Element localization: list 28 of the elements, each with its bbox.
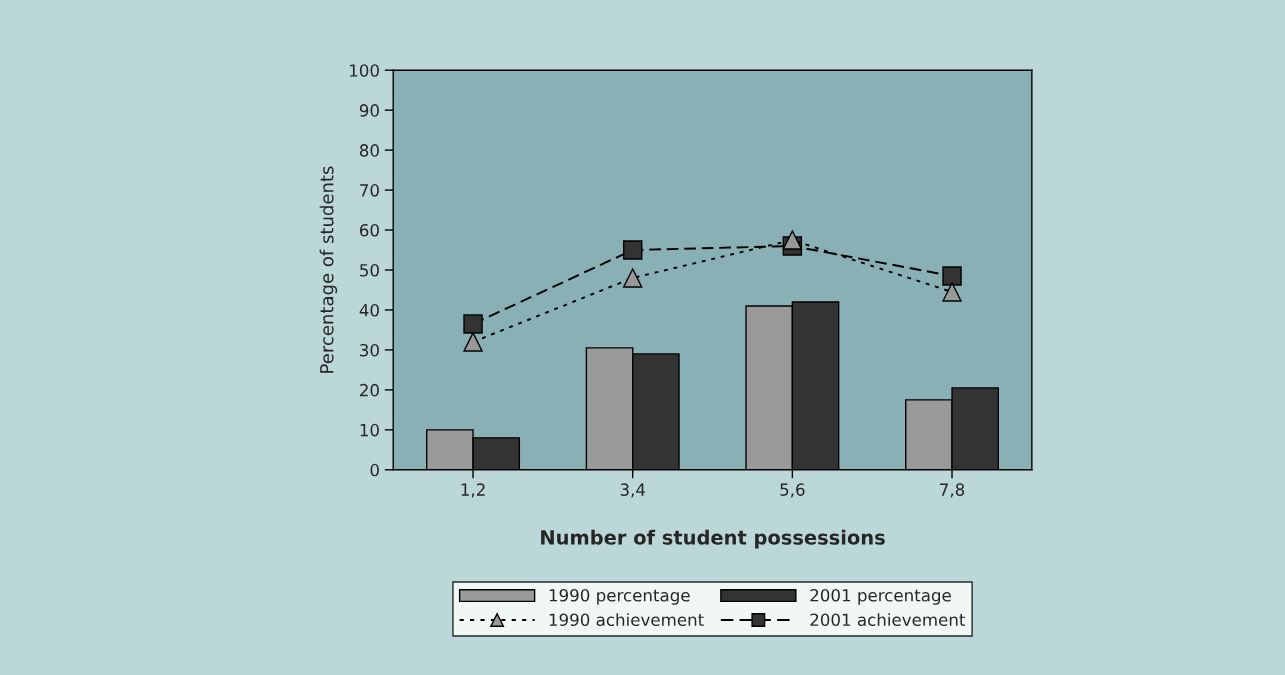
point [463, 314, 483, 334]
legend-label: 2001 percentage [810, 588, 951, 605]
point [942, 266, 962, 286]
legend-label: 2001 achievement [810, 613, 966, 627]
legend-label: 1990 achievement [549, 613, 704, 627]
y-tick-label: 30 [360, 343, 379, 357]
x-tick-label: 3,4 [620, 483, 646, 498]
y-tick-label: 40 [359, 303, 379, 317]
y-tick-label: 90 [359, 104, 379, 117]
y-axis-title: Percentage of students [319, 166, 338, 373]
legend-label: 1990 percentage [549, 588, 690, 605]
point [622, 268, 643, 288]
x-tick-label: 7,8 [940, 483, 965, 498]
y-tick-label: 80 [359, 144, 379, 157]
point [463, 332, 483, 352]
x-tick-label: 5,6 [780, 483, 805, 498]
y-tick-label: 100 [350, 64, 379, 77]
point [782, 230, 803, 250]
y-tick-label: 60 [359, 224, 379, 237]
point [622, 240, 643, 260]
y-tick-label: 0 [370, 463, 379, 477]
y-tick-label: 70 [360, 184, 379, 197]
y-tick-label: 50 [360, 263, 379, 277]
x-tick-label: 1,2 [461, 483, 485, 498]
y-tick-label: 20 [360, 383, 379, 397]
y-tick-label: 10 [360, 423, 379, 437]
point [942, 282, 962, 302]
x-axis-title: Number of student possessions [541, 529, 885, 549]
